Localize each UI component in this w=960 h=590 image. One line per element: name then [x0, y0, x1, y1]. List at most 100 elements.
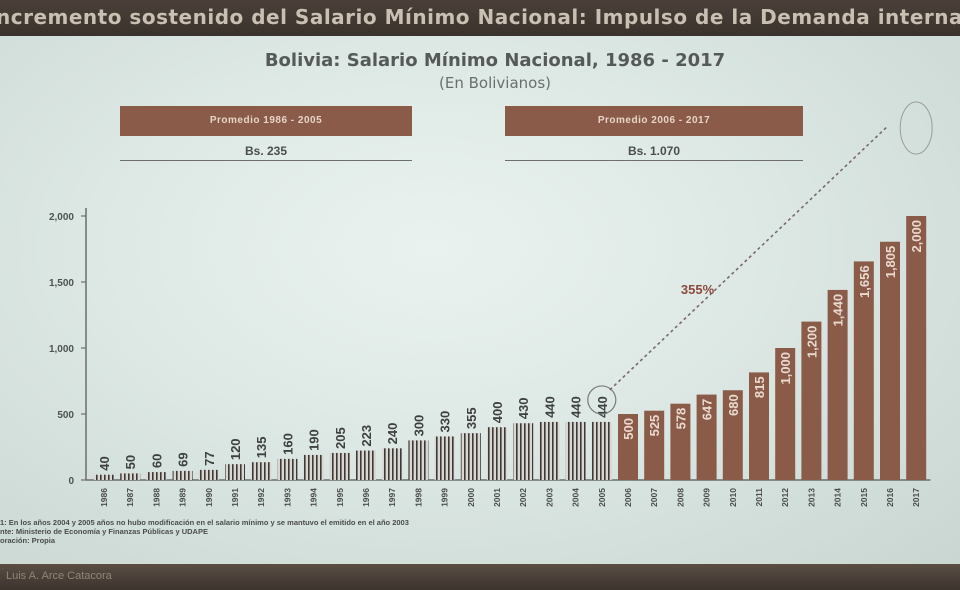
- bar-2001: [487, 427, 507, 480]
- bar-1987: [120, 473, 141, 480]
- bar-2011: [749, 372, 769, 480]
- x-tick-label-2016: 2016: [885, 488, 895, 507]
- bar-1990: [198, 469, 219, 480]
- bar-1991: [225, 464, 245, 480]
- x-tick-label-1997: 1997: [387, 488, 397, 507]
- x-tick-label-1991: 1991: [230, 488, 240, 507]
- bar-2013: [801, 321, 822, 480]
- x-tick-label-1992: 1992: [256, 488, 266, 507]
- data-label-2007: 525: [647, 415, 662, 437]
- bar-2007: [644, 410, 665, 480]
- x-tick-label-2003: 2003: [544, 488, 554, 507]
- average-value-period-2: Bs. 1.070: [505, 142, 803, 161]
- x-tick-label-1998: 1998: [413, 488, 423, 507]
- bar-1992: [251, 462, 272, 480]
- data-label-1997: 240: [385, 423, 400, 445]
- bar-1999: [434, 436, 455, 480]
- bar-2016: [880, 241, 900, 480]
- x-tick-label-2002: 2002: [518, 488, 528, 507]
- y-tick-label: 1,000: [49, 344, 74, 355]
- data-label-2001: 400: [490, 401, 505, 423]
- bar-1997: [382, 448, 403, 480]
- x-tick-label-2015: 2015: [859, 488, 869, 507]
- bar-2014: [827, 289, 848, 480]
- slide-content: Bolivia: Salario Mínimo Nacional, 1986 -…: [0, 36, 960, 564]
- slide-banner-title: ncremento sostenido del Salario Mínimo N…: [0, 0, 960, 36]
- chart-notes: 1: En los años 2004 y 2005 años no hubo …: [0, 518, 960, 545]
- bar-2017: [906, 216, 927, 480]
- bar-2008: [670, 403, 691, 480]
- x-tick-label-2009: 2009: [702, 488, 712, 507]
- bar-1994: [303, 454, 324, 480]
- data-label-2002: 430: [516, 398, 531, 420]
- x-tick-label-2001: 2001: [492, 488, 502, 507]
- x-tick-label-2000: 2000: [466, 488, 476, 507]
- bar-chart: 0 500 1,000 1,500 2,000 40 1986 50 1987 60 1988 69 1…: [49, 101, 933, 507]
- chart-title: Bolivia: Salario Mínimo Nacional, 1986 -…: [264, 50, 726, 71]
- data-label-2000: 355: [464, 407, 479, 429]
- bar-2000: [460, 433, 481, 480]
- bar-2012: [775, 348, 796, 480]
- x-tick-label-2010: 2010: [728, 488, 738, 507]
- bar-1996: [356, 450, 376, 480]
- data-label-1993: 160: [280, 433, 295, 455]
- data-label-2017: 2,000: [909, 220, 924, 253]
- data-label-2008: 578: [673, 408, 688, 430]
- average-value-period-1: Bs. 235: [120, 142, 412, 161]
- bar-1998: [408, 440, 429, 480]
- x-tick-label-2005: 2005: [597, 488, 607, 507]
- bar-2015: [853, 261, 874, 480]
- data-label-1996: 223: [359, 425, 374, 447]
- data-label-2005: 440: [595, 396, 610, 418]
- average-label-period-1: Promedio 1986 - 2005: [120, 106, 412, 136]
- bar-2010: [722, 390, 743, 480]
- data-label-2014: 1,440: [831, 294, 846, 327]
- x-tick-label-1999: 1999: [440, 488, 450, 507]
- presenter-footer: Luis A. Arce Catacora: [0, 564, 960, 590]
- data-label-2006: 500: [621, 418, 636, 440]
- x-tick-label-1994: 1994: [309, 488, 319, 507]
- data-label-1987: 50: [123, 455, 138, 469]
- data-label-1995: 205: [333, 427, 348, 449]
- bar-2009: [696, 394, 717, 480]
- x-tick-label-1987: 1987: [125, 488, 135, 507]
- x-tick-label-2014: 2014: [833, 488, 843, 507]
- data-label-1988: 60: [149, 454, 164, 468]
- x-tick-label-1996: 1996: [361, 488, 371, 507]
- growth-arrow-line: [609, 125, 889, 391]
- data-label-2013: 1,200: [804, 326, 819, 359]
- bar-2003: [539, 421, 560, 480]
- chart-subtitle: (En Bolivianos): [439, 74, 551, 92]
- data-label-1990: 77: [202, 451, 217, 465]
- bar-1993: [277, 458, 298, 480]
- data-label-1986: 40: [97, 456, 112, 470]
- bar-1989: [172, 470, 193, 480]
- x-tick-label-2012: 2012: [780, 488, 790, 507]
- data-label-1992: 135: [254, 436, 269, 458]
- average-label-period-2: Promedio 2006 - 2017: [505, 106, 803, 136]
- y-tick-label: 500: [57, 410, 74, 421]
- y-tick-label: 0: [68, 476, 74, 487]
- x-tick-label-2006: 2006: [623, 488, 633, 507]
- data-label-1998: 300: [411, 415, 426, 437]
- data-label-2015: 1,656: [857, 265, 872, 298]
- x-tick-label-1990: 1990: [204, 488, 214, 507]
- data-label-1991: 120: [228, 438, 243, 460]
- x-tick-label-1986: 1986: [99, 488, 109, 507]
- x-tick-label-2004: 2004: [571, 488, 581, 507]
- x-tick-label-2017: 2017: [911, 488, 921, 507]
- bar-2004: [565, 421, 586, 480]
- note-text: 1: En los años 2004 y 2005 años no hubo …: [0, 518, 409, 527]
- bar-2005: [591, 421, 612, 480]
- bar-2002: [513, 423, 534, 480]
- bar-2006: [618, 414, 638, 480]
- x-tick-label-2008: 2008: [675, 488, 685, 507]
- y-tick-label: 1,500: [49, 278, 74, 289]
- bar-1995: [329, 452, 350, 480]
- x-tick-label-2007: 2007: [649, 488, 659, 507]
- data-label-2012: 1,000: [778, 352, 793, 385]
- start-highlight-circle: [587, 385, 617, 415]
- x-tick-label-1988: 1988: [151, 488, 161, 507]
- data-label-2004: 440: [569, 396, 584, 418]
- growth-annotation: 355%: [681, 282, 715, 297]
